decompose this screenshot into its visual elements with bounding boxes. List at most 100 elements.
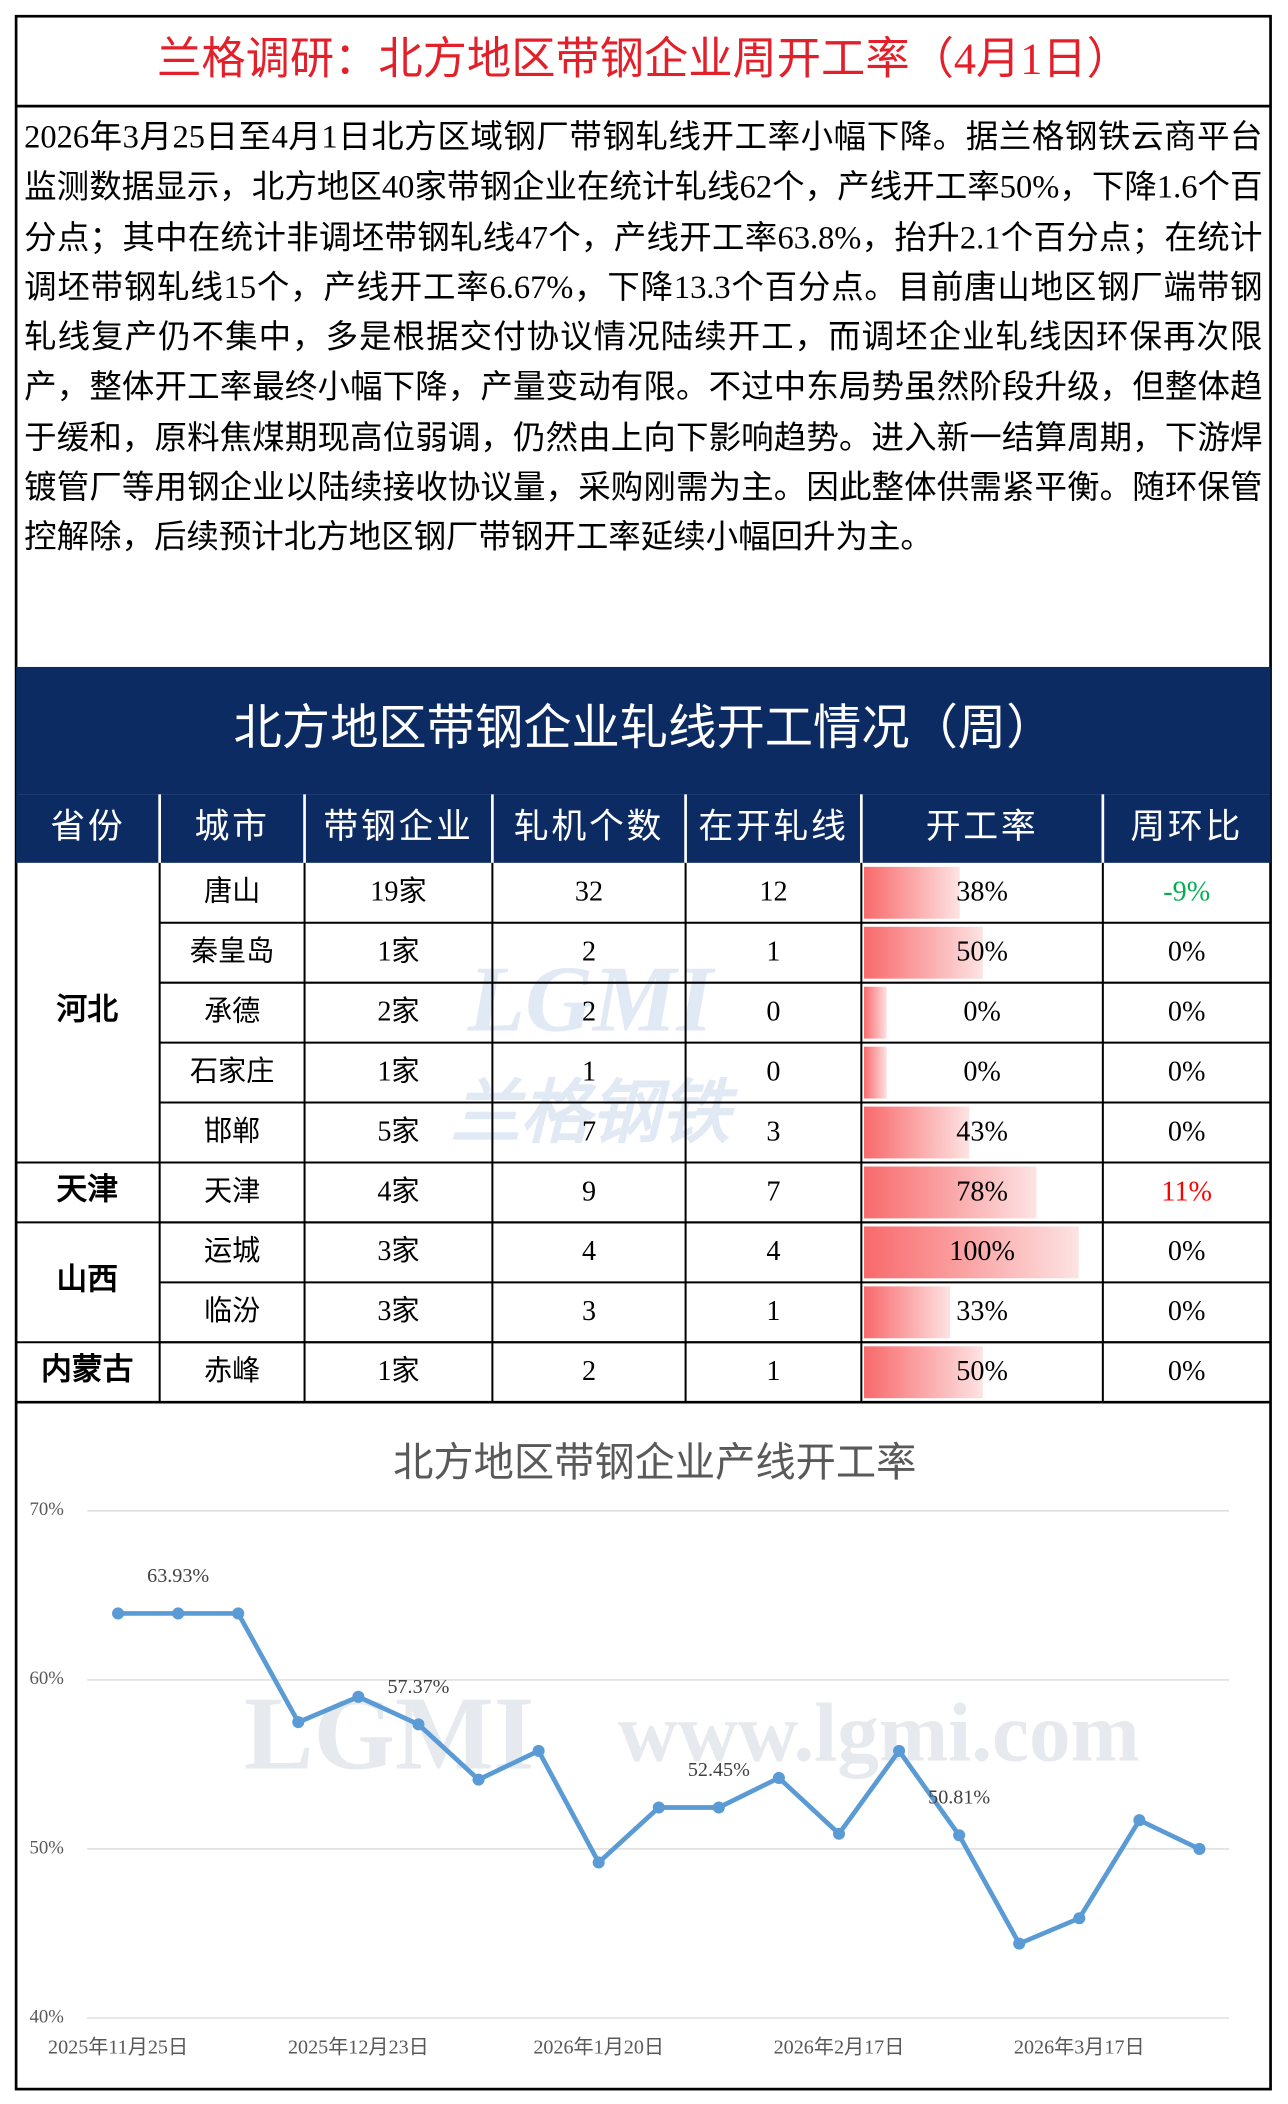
mills: 1 bbox=[582, 1056, 596, 1087]
data-point bbox=[893, 1744, 906, 1757]
change: 0% bbox=[1168, 1356, 1206, 1387]
rate-bar bbox=[864, 1166, 1037, 1219]
x-tick-label: 2025年11月25日 bbox=[48, 2035, 188, 2058]
data-point bbox=[712, 1801, 725, 1814]
mills: 9 bbox=[582, 1176, 596, 1207]
mills: 2 bbox=[582, 937, 596, 968]
column-header: 城市 bbox=[195, 807, 270, 846]
column-header: 省份 bbox=[50, 807, 125, 846]
companies: 1家 bbox=[377, 1355, 419, 1387]
companies: 3家 bbox=[377, 1235, 419, 1267]
city: 承德 bbox=[204, 995, 260, 1027]
running: 7 bbox=[766, 1176, 780, 1207]
x-tick-label: 2025年12月23日 bbox=[288, 2035, 429, 2058]
table-title: 北方地区带钢企业轧线开工情况（周） bbox=[233, 702, 1054, 755]
companies: 2家 bbox=[377, 995, 419, 1027]
column-header: 轧机个数 bbox=[514, 807, 664, 846]
rate-bar bbox=[864, 1106, 970, 1159]
change: 11% bbox=[1161, 1176, 1212, 1207]
change: 0% bbox=[1168, 1116, 1206, 1147]
city: 临汾 bbox=[204, 1295, 260, 1327]
rate-bar bbox=[864, 986, 887, 1039]
data-point bbox=[292, 1716, 305, 1729]
page-title: 兰格调研：北方地区带钢企业周开工率（4月1日） bbox=[157, 34, 1131, 83]
data-point bbox=[232, 1607, 245, 1620]
data-point bbox=[1133, 1814, 1146, 1827]
data-point bbox=[832, 1827, 846, 1840]
data-point bbox=[472, 1773, 485, 1786]
y-tick-label: 60% bbox=[30, 1668, 64, 1689]
province: 河北 bbox=[56, 993, 118, 1027]
data-point bbox=[592, 1856, 605, 1869]
rate-bar bbox=[864, 1286, 951, 1339]
column-header: 周环比 bbox=[1130, 807, 1243, 846]
data-point bbox=[352, 1690, 365, 1703]
running: 1 bbox=[766, 1356, 780, 1387]
data-label: 63.93% bbox=[147, 1565, 209, 1587]
running: 1 bbox=[766, 937, 780, 968]
city: 石家庄 bbox=[190, 1055, 274, 1087]
rate-bar bbox=[864, 1046, 887, 1099]
watermark: www.lgmi.com bbox=[618, 1687, 1140, 1779]
mills: 4 bbox=[582, 1236, 596, 1267]
city: 秦皇岛 bbox=[190, 936, 274, 968]
mills: 32 bbox=[575, 877, 603, 908]
data-point bbox=[652, 1801, 665, 1814]
watermark: LGMI bbox=[467, 948, 717, 1052]
companies: 3家 bbox=[377, 1295, 419, 1327]
rate: 33% bbox=[956, 1296, 1008, 1327]
companies: 5家 bbox=[377, 1115, 419, 1147]
running: 0 bbox=[766, 996, 780, 1027]
y-tick-label: 70% bbox=[30, 1499, 64, 1520]
data-point bbox=[1013, 1937, 1026, 1950]
watermark: LGMI bbox=[244, 1675, 535, 1791]
mills: 2 bbox=[582, 996, 596, 1027]
data-point bbox=[953, 1829, 966, 1842]
chart-title: 北方地区带钢企业产线开工率 bbox=[393, 1440, 916, 1485]
change: 0% bbox=[1168, 1296, 1206, 1327]
city: 赤峰 bbox=[204, 1355, 260, 1387]
city: 运城 bbox=[204, 1235, 260, 1267]
city: 唐山 bbox=[204, 876, 260, 908]
data-point bbox=[172, 1607, 185, 1620]
companies: 1家 bbox=[377, 936, 419, 968]
running: 4 bbox=[766, 1236, 780, 1267]
rate: 43% bbox=[956, 1116, 1008, 1147]
x-tick-label: 2026年1月20日 bbox=[533, 2035, 664, 2058]
rate: 0% bbox=[963, 1056, 1001, 1087]
y-tick-label: 50% bbox=[30, 1837, 64, 1858]
running: 12 bbox=[759, 877, 787, 908]
mills: 7 bbox=[582, 1116, 596, 1147]
running: 0 bbox=[766, 1056, 780, 1087]
rate-bar bbox=[864, 1346, 983, 1399]
data-point bbox=[772, 1771, 785, 1784]
column-header: 开工率 bbox=[926, 807, 1039, 846]
header-row bbox=[16, 794, 1271, 863]
data-point bbox=[1073, 1912, 1086, 1925]
rate-bar bbox=[864, 1226, 1079, 1279]
province: 山西 bbox=[56, 1262, 118, 1296]
companies: 1家 bbox=[377, 1055, 419, 1087]
x-tick-label: 2026年2月17日 bbox=[774, 2035, 905, 2058]
mills: 2 bbox=[582, 1356, 596, 1387]
rate: 100% bbox=[949, 1236, 1015, 1267]
city: 天津 bbox=[204, 1176, 260, 1207]
data-point bbox=[112, 1607, 125, 1620]
outer-frame bbox=[14, 14, 1272, 2091]
column-header: 在开轧线 bbox=[698, 807, 848, 846]
data-point bbox=[412, 1718, 425, 1731]
running: 1 bbox=[766, 1296, 780, 1327]
companies: 4家 bbox=[377, 1175, 419, 1207]
change: -9% bbox=[1163, 877, 1210, 908]
table-title-band bbox=[16, 666, 1271, 795]
watermark: 兰格钢铁 bbox=[451, 1075, 738, 1152]
rate: 50% bbox=[956, 937, 1008, 968]
x-tick-label: 2026年3月17日 bbox=[1014, 2035, 1145, 2058]
data-label: 50.81% bbox=[928, 1787, 990, 1809]
change: 0% bbox=[1168, 1056, 1206, 1087]
data-point bbox=[532, 1744, 545, 1757]
mills: 3 bbox=[582, 1296, 596, 1327]
rate-bar bbox=[864, 926, 983, 979]
rate: 78% bbox=[956, 1176, 1008, 1207]
